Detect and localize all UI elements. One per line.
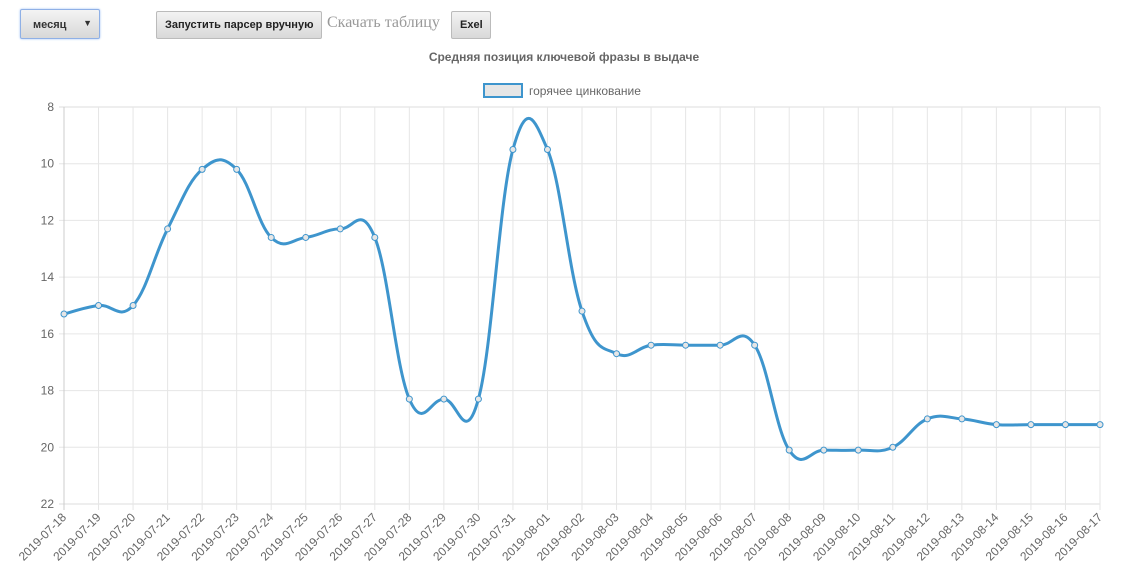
data-point xyxy=(958,415,966,423)
y-tick-label: 22 xyxy=(41,497,55,511)
data-point xyxy=(785,446,793,454)
data-point xyxy=(198,165,206,173)
y-tick-label: 8 xyxy=(47,100,54,114)
data-point xyxy=(716,341,724,349)
y-tick-label: 14 xyxy=(41,270,55,284)
data-point xyxy=(336,225,344,233)
data-point xyxy=(233,165,241,173)
y-tick-label: 18 xyxy=(41,384,55,398)
series-line xyxy=(63,116,1100,461)
data-point xyxy=(371,233,379,241)
data-point xyxy=(509,146,517,154)
data-point xyxy=(647,341,655,349)
data-point xyxy=(751,341,759,349)
data-point xyxy=(405,395,413,403)
excel-button[interactable]: Exel xyxy=(451,11,491,39)
legend-item[interactable]: горячее цинкование xyxy=(483,83,641,98)
download-table-label: Скачать таблицу xyxy=(327,14,440,31)
data-point xyxy=(1027,421,1035,429)
data-point xyxy=(60,310,68,318)
legend-swatch xyxy=(483,83,523,98)
data-point xyxy=(889,443,897,451)
y-tick-label: 12 xyxy=(41,213,55,227)
data-point xyxy=(95,302,103,309)
data-point xyxy=(682,341,690,349)
data-point xyxy=(820,446,828,454)
data-point xyxy=(1061,421,1069,429)
chart-title: Средняя позиция ключевой фразы в выдаче xyxy=(428,50,700,64)
run-parser-button[interactable]: Запустить парсер вручную xyxy=(156,11,323,39)
data-point xyxy=(267,233,275,241)
data-point xyxy=(923,415,931,423)
data-point xyxy=(302,233,310,241)
period-select-value: месяц xyxy=(33,19,67,31)
chevron-down-icon: ▼ xyxy=(83,18,92,28)
data-point xyxy=(440,395,448,403)
data-point xyxy=(992,421,1000,429)
data-point xyxy=(578,307,586,315)
data-point xyxy=(474,395,482,403)
y-tick-label: 16 xyxy=(41,327,55,341)
y-tick-label: 20 xyxy=(41,440,55,454)
legend-label: горячее цинкование xyxy=(529,83,641,98)
data-point xyxy=(164,225,172,233)
period-select[interactable]: месяц ▼ xyxy=(20,9,100,39)
data-point xyxy=(129,302,137,309)
data-point xyxy=(854,446,862,454)
y-tick-label: 10 xyxy=(41,157,55,171)
data-point xyxy=(613,350,621,358)
data-point xyxy=(543,146,551,154)
data-point xyxy=(1096,421,1104,429)
